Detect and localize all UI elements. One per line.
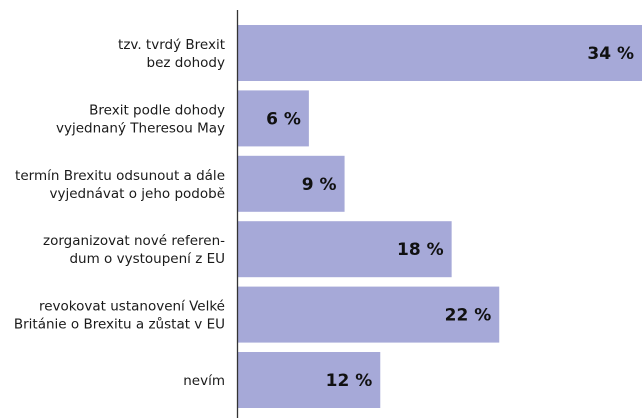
bar-3	[237, 221, 452, 278]
bar-1	[237, 90, 309, 147]
category-label-1-line-1: vyjednaný Theresou May	[56, 120, 225, 136]
bar-value-label-2: 9 %	[302, 175, 337, 195]
category-label-5-line-0: nevím	[183, 373, 225, 389]
value-labels-group: 34 % 6 % 9 % 18 % 22 % 12 %	[266, 44, 634, 391]
category-labels-group: tzv. tvrdý Brexit bez dohody Brexit podle …	[14, 37, 225, 389]
category-label-4-line-1: Británie o Brexitu a zůstat v EU	[14, 317, 225, 333]
bar-value-label-1: 6 %	[266, 109, 301, 129]
category-label-1: Brexit podle dohody vyjednaný Theresou Ma…	[56, 102, 225, 136]
category-label-2: termín Brexitu odsunout a dále vyjednávat…	[15, 168, 225, 202]
category-label-2-line-0: termín Brexitu odsunout a dále	[15, 168, 225, 184]
category-label-4-line-0: revokovat ustanovení Velké	[39, 299, 225, 315]
category-label-4: revokovat ustanovení Velké Británie o Bre…	[14, 299, 225, 333]
category-label-3-line-1: dum o vystoupení z EU	[69, 251, 225, 267]
category-label-0: tzv. tvrdý Brexit bez dohody	[118, 37, 225, 71]
bar-2	[237, 155, 345, 212]
bar-5	[237, 352, 381, 408]
bars-group	[237, 25, 642, 408]
category-label-5: nevím	[183, 373, 225, 389]
bar-value-label-4: 22 %	[445, 306, 492, 326]
category-label-0-line-1: bez dohody	[147, 55, 225, 71]
bar-4	[237, 286, 500, 343]
category-label-3-line-0: zorganizovat nové referen-	[43, 233, 225, 249]
bar-0	[237, 25, 642, 81]
bar-value-label-5: 12 %	[326, 371, 373, 391]
category-label-2-line-1: vyjednávat o jeho podobě	[49, 186, 225, 202]
category-label-1-line-0: Brexit podle dohody	[89, 102, 225, 118]
category-label-3: zorganizovat nové referen-dum o vystoupe…	[43, 233, 225, 267]
bar-value-label-3: 18 %	[397, 240, 444, 260]
bar-value-label-0: 34 %	[587, 44, 634, 64]
category-label-0-line-0: tzv. tvrdý Brexit	[118, 37, 225, 53]
